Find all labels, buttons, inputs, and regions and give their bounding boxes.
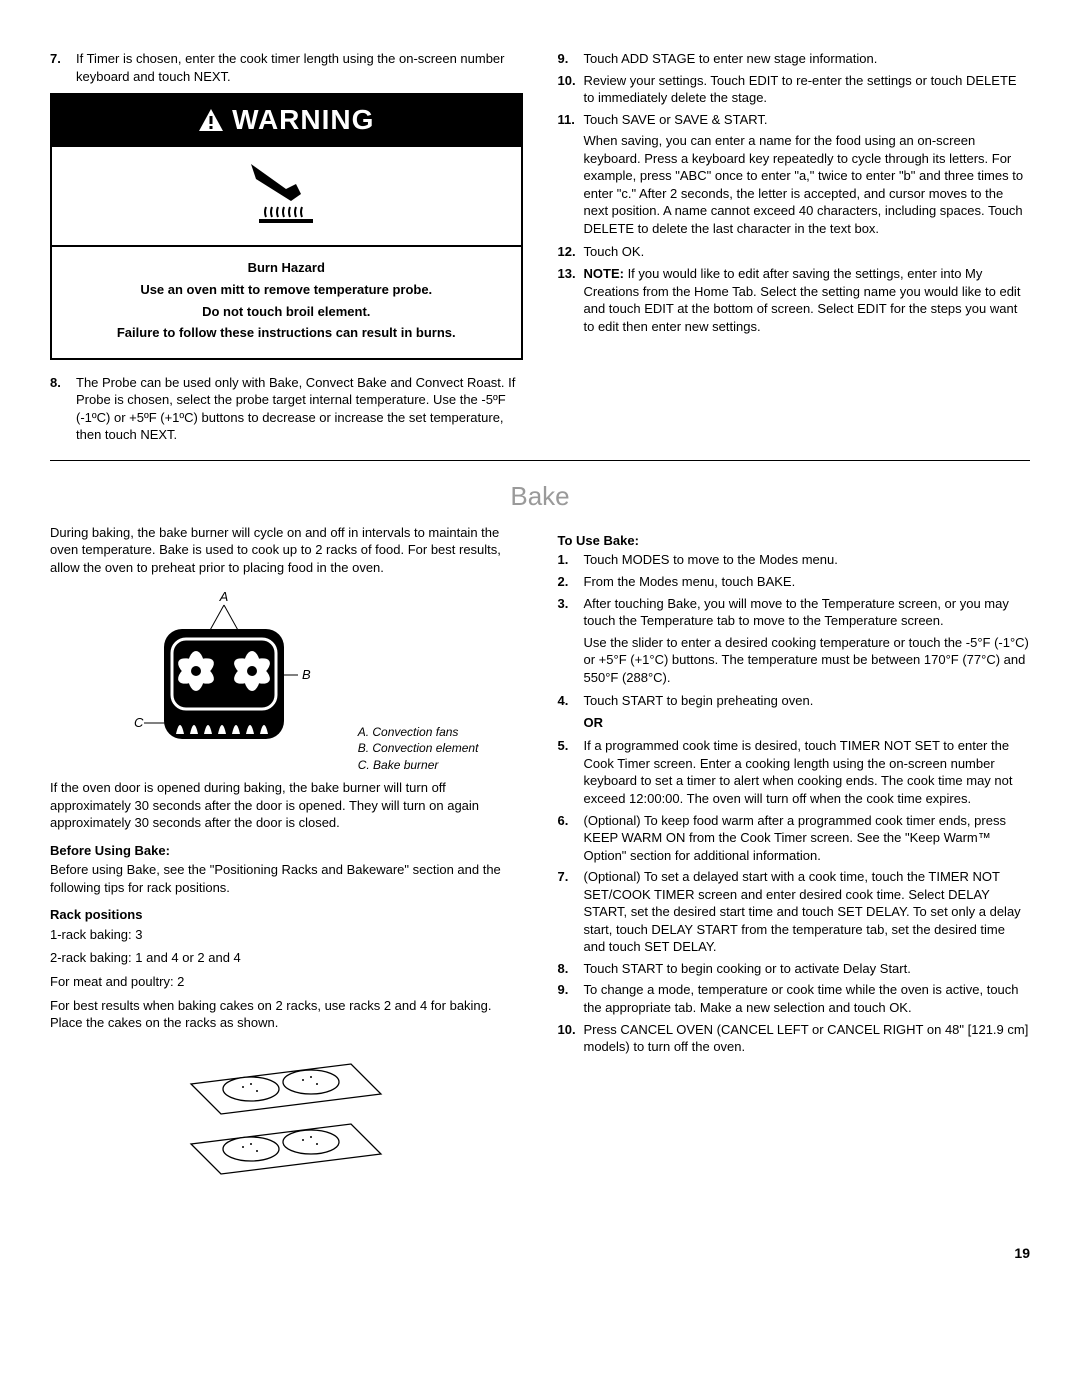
num: 5. — [558, 737, 584, 807]
warning-box: WARNING Burn Hazard Use an oven mitt to … — [50, 93, 523, 360]
list-9-11: 9.Touch ADD STAGE to enter new stage inf… — [558, 50, 1031, 128]
before-text: Before using Bake, see the "Positioning … — [50, 861, 523, 896]
legend-c: C. Bake burner — [358, 757, 479, 773]
txt: Review your settings. Touch EDIT to re-e… — [584, 72, 1031, 107]
txt: (Optional) To keep food warm after a pro… — [584, 812, 1031, 865]
num: 9. — [558, 50, 584, 68]
or-label: OR — [584, 714, 1031, 732]
txt: Touch SAVE or SAVE & START. — [584, 111, 1031, 129]
legend-a: A. Convection fans — [358, 724, 479, 740]
num: 8. — [50, 374, 76, 444]
warning-header: WARNING — [52, 95, 521, 147]
txt: Touch START to begin cooking or to activ… — [584, 960, 1031, 978]
warn-line: Failure to follow these instructions can… — [64, 324, 509, 342]
before-heading: Before Using Bake: — [50, 842, 523, 860]
num: 7. — [558, 868, 584, 956]
hot-surface-icon — [241, 159, 331, 229]
txt: If a programmed cook time is desired, to… — [584, 737, 1031, 807]
txt: Touch ADD STAGE to enter new stage infor… — [584, 50, 1031, 68]
bake-intro: During baking, the bake burner will cycl… — [50, 524, 523, 577]
top-section: 7. If Timer is chosen, enter the cook ti… — [50, 50, 1030, 448]
rack-line: 1-rack baking: 3 — [50, 926, 523, 944]
warning-body: Burn Hazard Use an oven mitt to remove t… — [52, 247, 521, 357]
num: 6. — [558, 812, 584, 865]
txt: If Timer is chosen, enter the cook timer… — [76, 50, 523, 85]
svg-text:A: A — [219, 589, 229, 604]
txt: Touch START to begin preheating oven. — [584, 692, 1031, 710]
bake-left-col: During baking, the bake burner will cycl… — [50, 522, 523, 1204]
txt: The Probe can be used only with Bake, Co… — [76, 374, 523, 444]
page-number: 19 — [50, 1244, 1030, 1263]
txt: NOTE: If you would like to edit after sa… — [584, 265, 1031, 335]
divider — [50, 460, 1030, 461]
num: 8. — [558, 960, 584, 978]
use-list-5-10: 5.If a programmed cook time is desired, … — [558, 737, 1031, 1055]
rack-line: For best results when baking cakes on 2 … — [50, 997, 523, 1032]
num: 3. — [558, 595, 584, 630]
racks-diagram-icon — [171, 1044, 401, 1194]
racks-figure — [50, 1044, 523, 1199]
warn-line: Do not touch broil element. — [64, 303, 509, 321]
txt: Press CANCEL OVEN (CANCEL LEFT or CANCEL… — [584, 1021, 1031, 1056]
warn-line: Use an oven mitt to remove temperature p… — [64, 281, 509, 299]
list-8: 8. The Probe can be used only with Bake,… — [50, 374, 523, 444]
warning-word: WARNING — [232, 101, 374, 139]
top-right-col: 9.Touch ADD STAGE to enter new stage inf… — [558, 50, 1031, 448]
use-list-1-3: 1.Touch MODES to move to the Modes menu.… — [558, 551, 1031, 629]
num: 7. — [50, 50, 76, 85]
warning-hand-icon-wrap — [52, 147, 521, 248]
rack-line: For meat and poultry: 2 — [50, 973, 523, 991]
svg-text:B: B — [302, 667, 311, 682]
oven-figure: A B — [50, 589, 523, 774]
bake-title: Bake — [50, 479, 1030, 514]
bake-section: During baking, the bake burner will cycl… — [50, 522, 1030, 1204]
num: 2. — [558, 573, 584, 591]
list-7: 7. If Timer is chosen, enter the cook ti… — [50, 50, 523, 85]
top-left-col: 7. If Timer is chosen, enter the cook ti… — [50, 50, 523, 448]
num: 10. — [558, 72, 584, 107]
svg-text:C: C — [134, 715, 144, 730]
rack-line: 2-rack baking: 1 and 4 or 2 and 4 — [50, 949, 523, 967]
num: 9. — [558, 981, 584, 1016]
num: 12. — [558, 243, 584, 261]
txt: Touch OK. — [584, 243, 1031, 261]
use-list-4: 4.Touch START to begin preheating oven. — [558, 692, 1031, 710]
oven-legend: A. Convection fans B. Convection element… — [358, 724, 479, 773]
num: 1. — [558, 551, 584, 569]
bake-right-col: To Use Bake: 1.Touch MODES to move to th… — [558, 522, 1031, 1204]
warning-triangle-icon — [198, 108, 224, 132]
txt: To change a mode, temperature or cook ti… — [584, 981, 1031, 1016]
num: 10. — [558, 1021, 584, 1056]
legend-b: B. Convection element — [358, 740, 479, 756]
to-use-heading: To Use Bake: — [558, 532, 1031, 550]
txt: After touching Bake, you will move to th… — [584, 595, 1031, 630]
warn-line: Burn Hazard — [64, 259, 509, 277]
oven-diagram-icon: A B — [94, 589, 354, 769]
txt: Touch MODES to move to the Modes menu. — [584, 551, 1031, 569]
num: 4. — [558, 692, 584, 710]
list-12-13: 12.Touch OK. 13.NOTE: If you would like … — [558, 243, 1031, 335]
bake-door-note: If the oven door is opened during baking… — [50, 779, 523, 832]
rack-heading: Rack positions — [50, 906, 523, 924]
num: 11. — [558, 111, 584, 129]
save-note: When saving, you can enter a name for th… — [584, 132, 1031, 237]
num: 13. — [558, 265, 584, 335]
slider-note: Use the slider to enter a desired cookin… — [584, 634, 1031, 687]
txt: (Optional) To set a delayed start with a… — [584, 868, 1031, 956]
txt: From the Modes menu, touch BAKE. — [584, 573, 1031, 591]
